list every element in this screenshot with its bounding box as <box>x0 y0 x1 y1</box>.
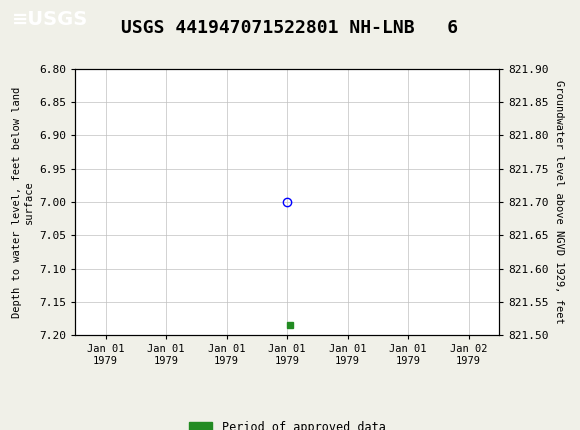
Legend: Period of approved data: Period of approved data <box>184 416 390 430</box>
Y-axis label: Depth to water level, feet below land
surface: Depth to water level, feet below land su… <box>12 86 34 318</box>
Text: ≡USGS: ≡USGS <box>12 10 88 29</box>
Text: USGS 441947071522801 NH-LNB   6: USGS 441947071522801 NH-LNB 6 <box>121 19 459 37</box>
Y-axis label: Groundwater level above NGVD 1929, feet: Groundwater level above NGVD 1929, feet <box>554 80 564 324</box>
